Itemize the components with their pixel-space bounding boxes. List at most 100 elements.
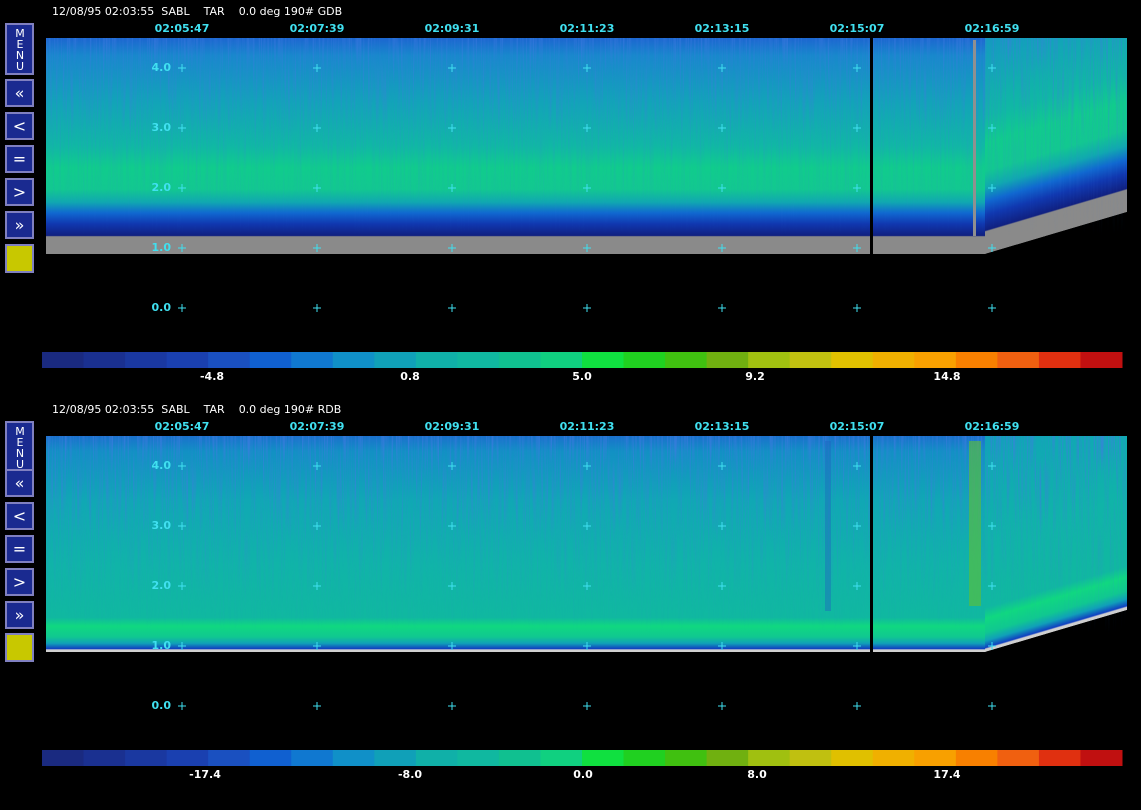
scale-label: -17.4 — [189, 768, 221, 781]
button-face[interactable] — [5, 535, 34, 563]
ground-shadow — [985, 609, 1127, 652]
colorbar-segment — [665, 352, 708, 368]
button-face[interactable] — [5, 79, 34, 107]
menu-label[interactable]: MENU — [14, 425, 27, 469]
grid-cross — [988, 462, 996, 470]
colorbar-segment — [83, 750, 126, 766]
button-label[interactable]: = — [13, 540, 26, 559]
colorbar-segment — [1080, 352, 1123, 368]
marker-line — [870, 38, 873, 254]
colorbar-segment — [914, 750, 957, 766]
button-label[interactable]: = — [13, 150, 26, 169]
colorbar-segment — [1038, 750, 1081, 766]
button-face[interactable] — [5, 145, 34, 173]
grid-cross — [313, 184, 321, 192]
colorbar-segment — [332, 750, 375, 766]
scale-label: 14.8 — [933, 370, 960, 383]
grid-cross — [583, 184, 591, 192]
menu-button[interactable]: MENU — [5, 23, 34, 75]
colorbar-segment — [582, 750, 625, 766]
colorbar-segment — [498, 750, 541, 766]
button-label[interactable]: « — [15, 84, 25, 103]
nav-button[interactable]: < — [5, 112, 34, 140]
time-label: 02:07:39 — [290, 420, 345, 433]
colorbar-segment — [374, 352, 417, 368]
display-panel: 12/08/95 02:03:55 SABL TAR 0.0 deg 190# … — [5, 403, 1127, 781]
button-face[interactable] — [5, 502, 34, 530]
altitude-label: 0.0 — [152, 301, 172, 314]
grid-cross — [853, 184, 861, 192]
grid-cross — [853, 304, 861, 312]
grid-cross — [853, 64, 861, 72]
grid-cross — [853, 522, 861, 530]
time-label: 02:05:47 — [155, 22, 210, 35]
colorbar-segment — [997, 750, 1040, 766]
color-button[interactable] — [5, 633, 34, 662]
nav-button[interactable]: » — [5, 601, 34, 629]
colorbar-segment — [249, 750, 292, 766]
grid-cross — [178, 702, 186, 710]
colorbar-segment — [540, 352, 583, 368]
grid-cross — [178, 642, 186, 650]
colorbar-segment — [125, 352, 168, 368]
colorbar-segment — [955, 352, 998, 368]
button-label[interactable]: » — [15, 606, 25, 625]
grid-cross — [178, 64, 186, 72]
grid-cross — [448, 642, 456, 650]
grid-cross — [718, 582, 726, 590]
colorbar-segment — [457, 750, 500, 766]
grid-cross — [313, 244, 321, 252]
grid-cross — [178, 244, 186, 252]
colorbar-segment — [665, 750, 708, 766]
grid-cross — [583, 124, 591, 132]
display-panel: 12/08/95 02:03:55 SABL TAR 0.0 deg 190# … — [5, 5, 1127, 383]
button-face[interactable] — [5, 469, 34, 497]
button-face[interactable] — [5, 568, 34, 596]
button-label[interactable]: « — [15, 474, 25, 493]
grid-cross — [988, 642, 996, 650]
menu-button[interactable]: MENU — [5, 421, 34, 471]
color-button[interactable] — [5, 244, 34, 273]
profile-image — [46, 38, 1127, 254]
nav-button[interactable]: « — [5, 79, 34, 107]
grid-cross — [988, 582, 996, 590]
colorbar-segment — [1038, 352, 1081, 368]
nav-button[interactable]: > — [5, 568, 34, 596]
button-label[interactable]: > — [13, 573, 26, 592]
button-label[interactable]: > — [13, 183, 26, 202]
grid-cross — [583, 304, 591, 312]
grid-cross — [583, 642, 591, 650]
button-face[interactable] — [5, 601, 34, 629]
button-face[interactable] — [5, 112, 34, 140]
scale-label: 0.0 — [573, 768, 593, 781]
button-label[interactable]: < — [13, 507, 26, 526]
button-face[interactable] — [5, 178, 34, 206]
altitude-label: 2.0 — [152, 579, 172, 592]
grid-cross — [448, 522, 456, 530]
nav-button[interactable]: > — [5, 178, 34, 206]
time-label: 02:11:23 — [560, 420, 615, 433]
colorbar-segment — [42, 750, 85, 766]
time-label: 02:16:59 — [965, 420, 1020, 433]
grid-cross — [178, 124, 186, 132]
button-label[interactable]: < — [13, 117, 26, 136]
grid-cross — [583, 462, 591, 470]
button-label[interactable]: » — [15, 216, 25, 235]
colorbar-segment — [540, 750, 583, 766]
nav-button[interactable]: < — [5, 502, 34, 530]
grid-cross — [853, 642, 861, 650]
nav-button[interactable]: « — [5, 469, 34, 497]
nav-button[interactable]: = — [5, 145, 34, 173]
grid-cross — [718, 462, 726, 470]
nav-button[interactable]: » — [5, 211, 34, 239]
scale-label: 9.2 — [745, 370, 765, 383]
colorbar-segment — [623, 352, 666, 368]
button-face[interactable] — [5, 421, 34, 471]
button-face[interactable] — [5, 23, 34, 75]
button-face[interactable] — [5, 211, 34, 239]
grid-cross — [718, 522, 726, 530]
menu-label[interactable]: MENU — [14, 27, 27, 71]
time-label: 02:13:15 — [695, 420, 750, 433]
nav-button[interactable]: = — [5, 535, 34, 563]
